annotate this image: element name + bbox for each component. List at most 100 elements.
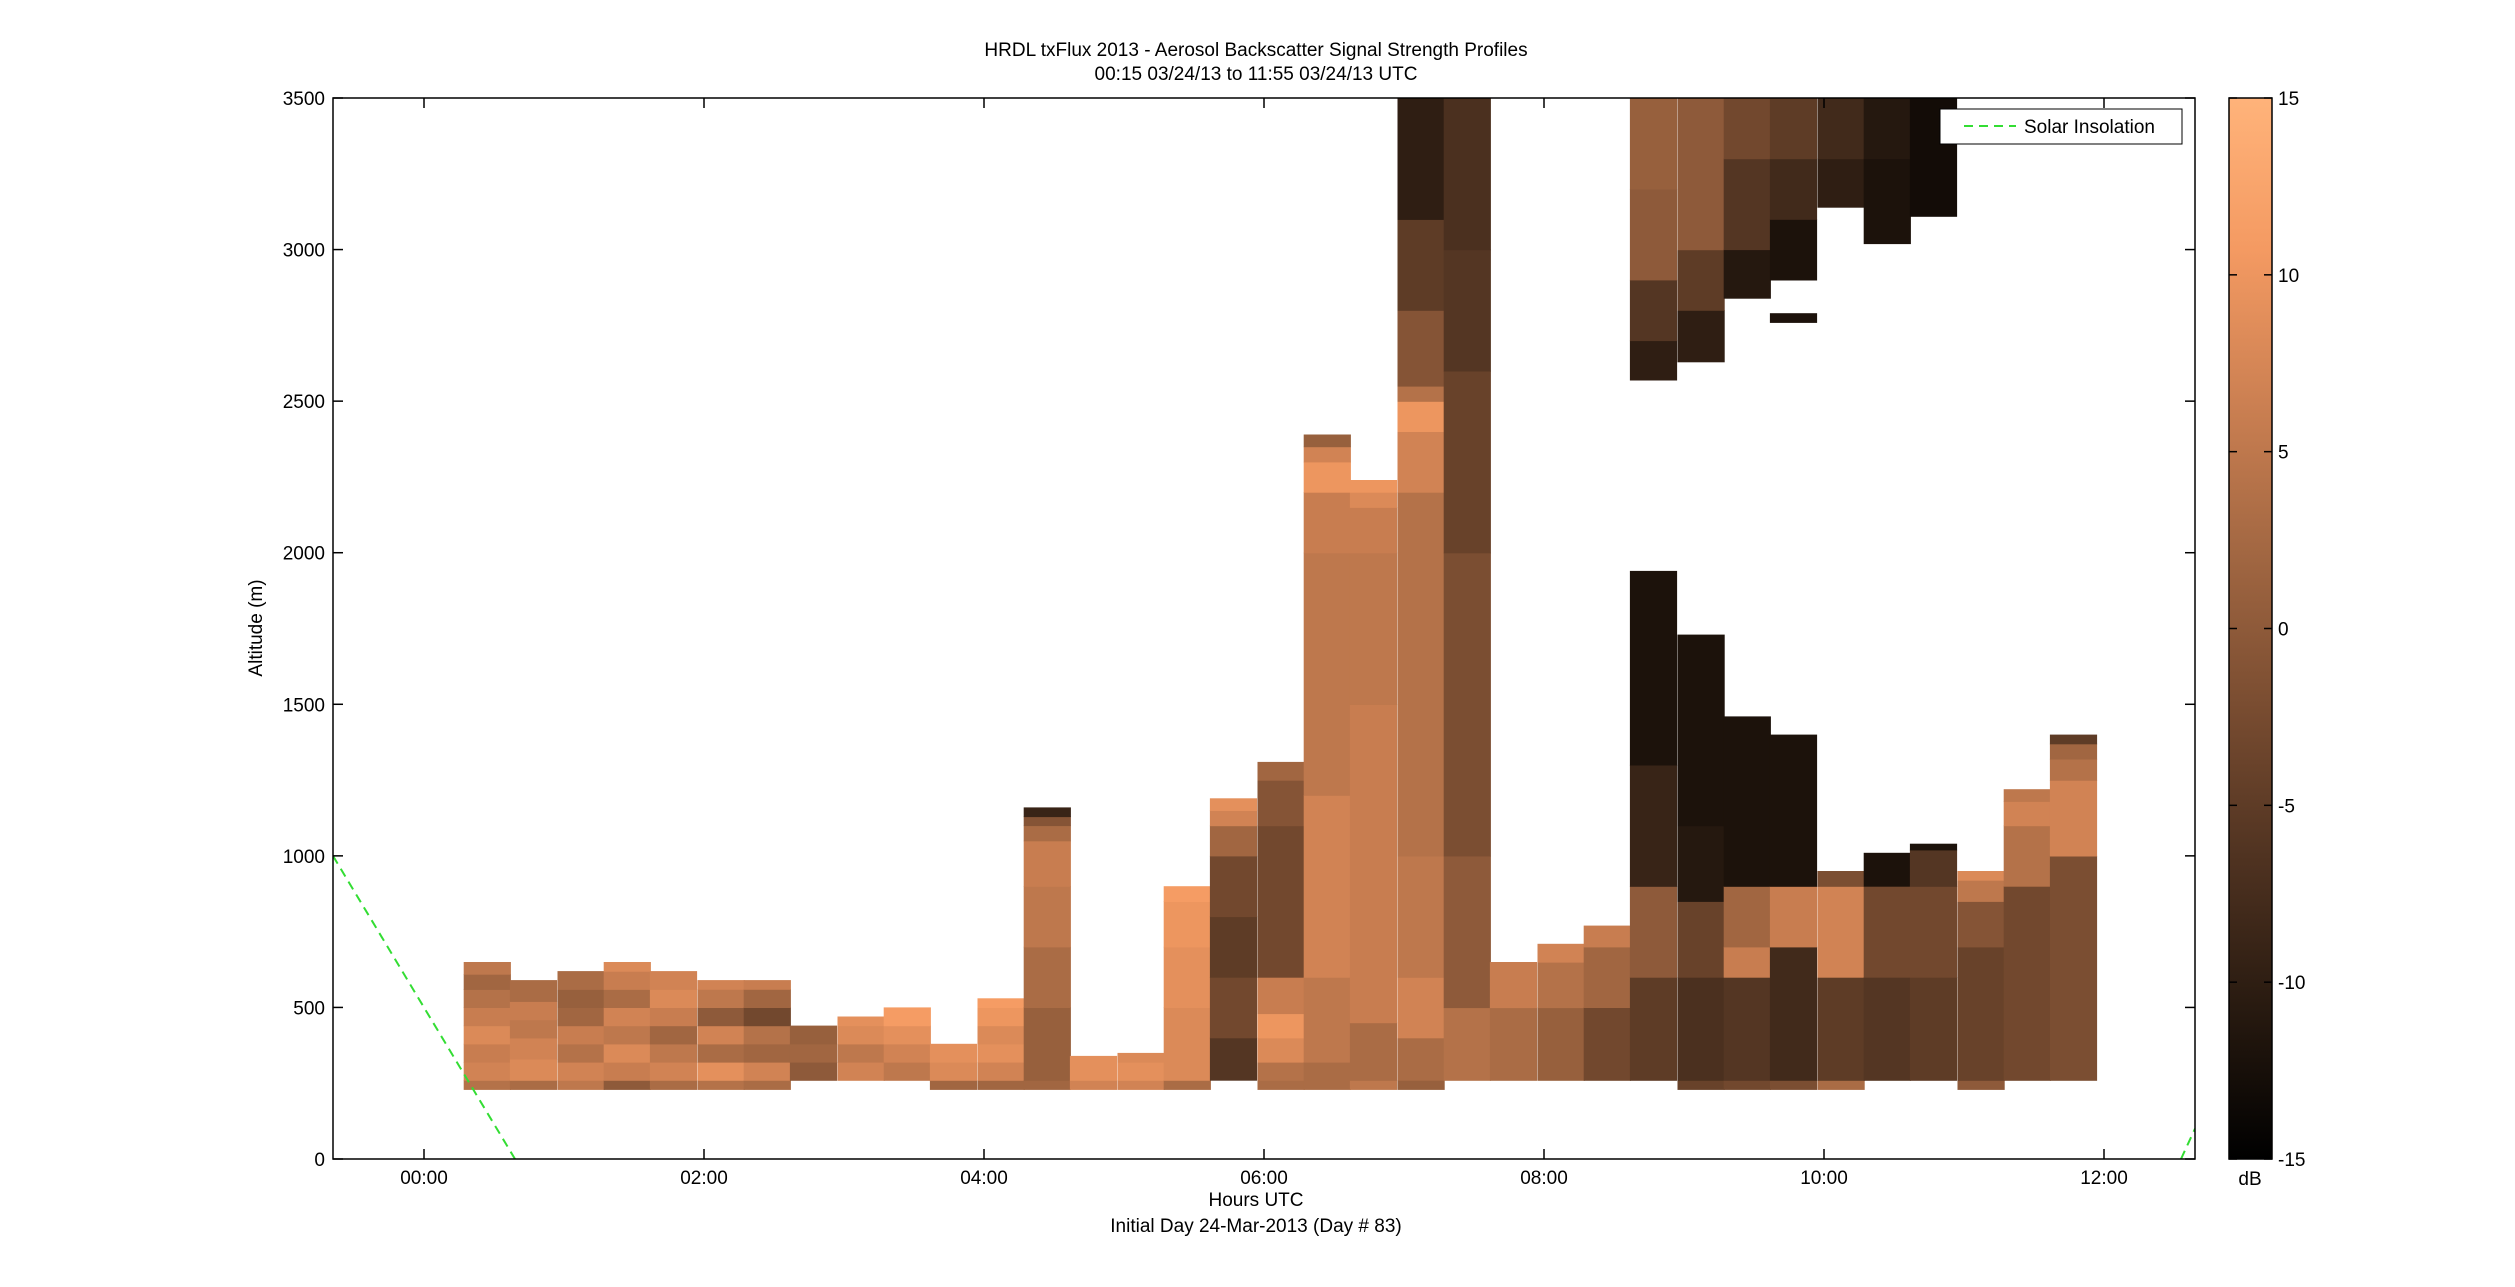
- y-tick-label: 500: [293, 998, 325, 1019]
- heatmap-cell: [463, 1080, 511, 1090]
- heatmap-cell: [1303, 977, 1351, 1063]
- colorbar-tick-label: 5: [2278, 443, 2289, 464]
- heatmap-cell: [697, 1043, 745, 1063]
- heatmap-cell: [1023, 840, 1071, 887]
- heatmap-cell: [509, 1080, 558, 1090]
- heatmap-cell: [1723, 249, 1771, 299]
- heatmap-cell: [603, 1062, 651, 1081]
- x-tick-label: 10:00: [1800, 1168, 1848, 1189]
- heatmap-cell: [1023, 825, 1071, 842]
- heatmap-cell: [509, 980, 558, 1002]
- heatmap-cell: [557, 1007, 605, 1027]
- legend: Solar Insolation: [1939, 108, 2183, 145]
- heatmap-cell: [463, 1025, 511, 1045]
- heatmap-cell: [509, 1019, 558, 1039]
- heatmap-cell: [603, 971, 651, 990]
- heatmap-cell: [883, 1007, 931, 1027]
- heatmap-cell: [1723, 1080, 1771, 1090]
- heatmap-cell: [463, 1007, 511, 1027]
- heatmap-cell: [1817, 158, 1865, 208]
- heatmap-cell: [649, 1080, 698, 1090]
- heatmap-cell: [603, 1080, 651, 1090]
- x-axis: 00:00 02:00 04:00 06:00 08:00 10:00 12:00: [400, 98, 2128, 1189]
- heatmap-cell: [1817, 1080, 1865, 1090]
- heatmap-cell: [1257, 780, 1305, 827]
- heatmap-cell: [557, 1080, 605, 1090]
- heatmap-cell: [1117, 1062, 1165, 1081]
- heatmap-cell: [1069, 1080, 1118, 1090]
- heatmap-cell: [1209, 1037, 1258, 1081]
- heatmap-cell: [1537, 962, 1585, 1009]
- heatmap-cell: [463, 1062, 511, 1081]
- y-axis: 0 500 1000 1500 2000 2500 3000 3500: [283, 89, 2195, 1171]
- heatmap-cell: [743, 1007, 791, 1027]
- heatmap-cell: [1723, 946, 1771, 978]
- heatmap-cell: [1163, 886, 1211, 902]
- heatmap-cell: [1909, 849, 1958, 887]
- heatmap-cell: [1957, 946, 2005, 1081]
- heatmap-cell: [649, 1062, 698, 1081]
- heatmap-cell: [837, 1025, 885, 1045]
- heatmap-cell: [463, 974, 511, 990]
- heatmap-cell: [1349, 480, 1398, 493]
- x-tick-label: 04:00: [960, 1168, 1008, 1189]
- heatmap-cell: [1863, 886, 1911, 978]
- heatmap-cell: [1677, 977, 1725, 1081]
- heatmap-cell: [1397, 401, 1445, 432]
- chart-title: HRDL txFlux 2013 - Aerosol Backscatter S…: [984, 40, 1527, 61]
- heatmap-cell: [1583, 925, 1631, 948]
- heatmap-cell: [1909, 886, 1958, 978]
- colorbar-tick-label: -5: [2278, 796, 2295, 817]
- heatmap-cell: [977, 998, 1025, 1008]
- heatmap-cell: [509, 1001, 558, 1021]
- x-tick-label: 02:00: [680, 1168, 728, 1189]
- x-axis-label: Hours UTC: [1208, 1190, 1303, 1211]
- heatmap-cell: [1489, 1007, 1538, 1081]
- heatmap-cell: [883, 1043, 931, 1063]
- heatmap-cell: [1023, 946, 1071, 1008]
- heatmap-cell: [557, 1062, 605, 1081]
- heatmap-cell: [977, 1043, 1025, 1063]
- heatmap-cell: [1023, 1007, 1071, 1081]
- heatmap-cell: [1629, 570, 1678, 766]
- heatmap-cell: [1817, 886, 1865, 978]
- heatmap-cell: [1723, 977, 1771, 1081]
- heatmap-cell: [1677, 310, 1725, 363]
- colorbar-label: dB: [2238, 1169, 2261, 1190]
- heatmap-cell: [1957, 880, 2005, 902]
- heatmap-cell: [463, 962, 511, 975]
- heatmap-cell: [2003, 789, 2051, 802]
- heatmap-cell: [1257, 825, 1305, 978]
- heatmap-cell: [1957, 1080, 2005, 1090]
- heatmap-cell: [1443, 370, 1491, 554]
- heatmap-cell: [1537, 1007, 1585, 1081]
- heatmap-cell: [603, 1043, 651, 1063]
- y-tick-label: 2000: [283, 544, 325, 565]
- heatmap-cell: [1349, 492, 1398, 508]
- heatmap-cell: [1163, 1080, 1211, 1090]
- heatmap-cell: [1209, 855, 1258, 918]
- heatmap-cell: [509, 1037, 558, 1060]
- heatmap-cell: [837, 1062, 885, 1081]
- heatmap-cell: [649, 1007, 698, 1027]
- heatmap-cell: [1257, 977, 1305, 1015]
- heatmap-cell: [1769, 886, 1818, 948]
- heatmap-cell: [1677, 825, 1725, 902]
- heatmap-cell: [789, 1043, 838, 1063]
- x-tick-label: 06:00: [1240, 1168, 1288, 1189]
- heatmap-cell: [603, 1025, 651, 1045]
- heatmap-cell: [837, 1043, 885, 1063]
- heatmap-cell: [1629, 886, 1678, 978]
- heatmap-cell: [1443, 1007, 1491, 1081]
- heatmap-cell: [1489, 962, 1538, 1009]
- x-axis-sublabel: Initial Day 24-Mar-2013 (Day # 83): [1110, 1216, 1401, 1237]
- heatmap-cell: [1769, 946, 1818, 1081]
- heatmap-cells: [463, 98, 2098, 1090]
- heatmap-cell: [1909, 977, 1958, 1081]
- heatmap-cell: [1677, 634, 1725, 827]
- heatmap-cell: [1957, 871, 2005, 881]
- heatmap-cell: [1397, 492, 1445, 857]
- heatmap-cell: [649, 989, 698, 1008]
- heatmap-cell: [1163, 946, 1211, 1008]
- x-tick-label: 12:00: [2080, 1168, 2128, 1189]
